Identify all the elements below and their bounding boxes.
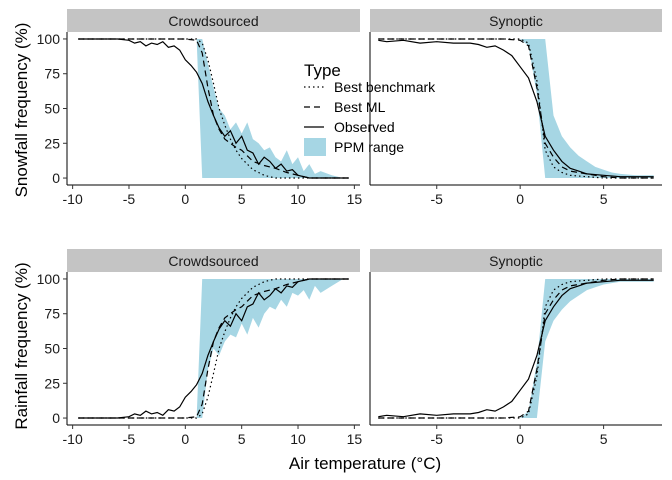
x-tick-label: 0 bbox=[516, 431, 524, 447]
x-tick-label: 10 bbox=[290, 431, 306, 447]
series-best-benchmark bbox=[78, 38, 349, 179]
panel-bottom-right: Synoptic -5 0 5 bbox=[369, 249, 662, 447]
y-tick-label: 75 bbox=[44, 306, 60, 322]
legend-key-fill bbox=[304, 138, 326, 156]
x-tick-label: 5 bbox=[238, 191, 246, 207]
legend-item-best-benchmark: Best benchmark bbox=[304, 79, 436, 95]
legend-label: PPM range bbox=[334, 139, 404, 155]
x-tick-label: -10 bbox=[63, 191, 83, 207]
ppm-range-ribbon bbox=[78, 39, 349, 178]
y-tick-label: 100 bbox=[37, 31, 61, 47]
y-tick-label: 50 bbox=[44, 341, 60, 357]
legend-item-best-ml: Best ML bbox=[304, 99, 386, 115]
y-tick-label: 50 bbox=[44, 101, 60, 117]
panels: Crowdsourced-10 -5 0 5 10 150255075100Snowfal… bbox=[12, 9, 662, 447]
x-tick-label: -5 bbox=[431, 191, 444, 207]
series-best-ml bbox=[378, 38, 654, 179]
x-tick-label: -5 bbox=[123, 431, 136, 447]
x-tick-label: -10 bbox=[63, 431, 83, 447]
strip-bg bbox=[370, 249, 662, 272]
x-tick-label: -5 bbox=[431, 431, 444, 447]
x-tick-label: 5 bbox=[600, 431, 608, 447]
ppm-range-ribbon bbox=[78, 279, 349, 418]
strip-label: Synoptic bbox=[489, 253, 543, 269]
panel-top-left: Crowdsourced -10 -5 0 5 10 15 0 25 50 75 100 Snowfal… bbox=[12, 9, 362, 207]
legend-item-ppm-range: PPM range bbox=[304, 138, 404, 156]
strip-label: Crowdsourced bbox=[168, 13, 258, 29]
panel-bottom-left: Crowdsourced -10 -5 0 5 10 15 0 25 50 75 100 Rainfal… bbox=[12, 249, 362, 447]
panel-top-right: Synoptic -5 0 5 bbox=[369, 9, 662, 207]
strip-bg bbox=[67, 249, 360, 272]
series-best-ml bbox=[78, 278, 349, 419]
ppm-range-ribbon bbox=[378, 279, 654, 418]
strip-bg bbox=[370, 9, 662, 32]
strip-bg bbox=[67, 9, 360, 32]
legend-label: Best benchmark bbox=[334, 79, 436, 95]
y-tick-label: 25 bbox=[44, 135, 60, 151]
y-tick-label: 75 bbox=[44, 66, 60, 82]
y-tick-label: 25 bbox=[44, 375, 60, 391]
y-tick-label: 0 bbox=[52, 170, 60, 186]
x-tick-label: 15 bbox=[347, 431, 363, 447]
x-tick-label: 15 bbox=[347, 191, 363, 207]
y-tick-label: 0 bbox=[52, 410, 60, 426]
legend: Type Best benchmark Best ML Observed PPM… bbox=[304, 61, 436, 156]
legend-title: Type bbox=[304, 61, 341, 80]
strip-label: Synoptic bbox=[489, 13, 543, 29]
x-tick-label: 0 bbox=[181, 431, 189, 447]
series-best-benchmark bbox=[78, 278, 349, 419]
x-tick-label: 5 bbox=[238, 431, 246, 447]
x-tick-label: 0 bbox=[516, 191, 524, 207]
ppm-range-ribbon bbox=[378, 39, 654, 178]
y-tick-label: 100 bbox=[37, 271, 61, 287]
series-best-benchmark bbox=[378, 278, 654, 419]
series-observed bbox=[378, 39, 654, 178]
x-tick-label: -5 bbox=[123, 191, 136, 207]
x-axis-title: Air temperature (°C) bbox=[289, 454, 441, 473]
series-best-ml bbox=[378, 278, 654, 419]
x-tick-label: 5 bbox=[600, 191, 608, 207]
legend-label: Best ML bbox=[334, 99, 386, 115]
legend-item-observed: Observed bbox=[304, 119, 395, 135]
series-observed bbox=[378, 279, 654, 418]
y-axis-title: Snowfall frequency (%) bbox=[12, 23, 31, 198]
x-tick-label: 10 bbox=[290, 191, 306, 207]
x-tick-label: 0 bbox=[181, 191, 189, 207]
series-best-ml bbox=[78, 38, 349, 179]
strip-label: Crowdsourced bbox=[168, 253, 258, 269]
legend-label: Observed bbox=[334, 119, 395, 135]
y-axis-title: Rainfall frequency (%) bbox=[12, 262, 31, 429]
series-best-benchmark bbox=[378, 38, 654, 179]
